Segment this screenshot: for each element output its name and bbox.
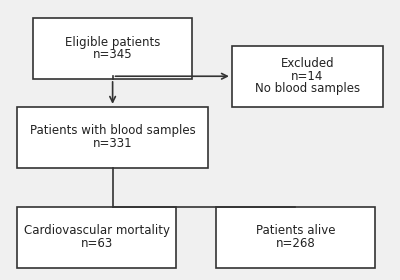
FancyBboxPatch shape [17, 107, 208, 168]
Text: Cardiovascular mortality: Cardiovascular mortality [24, 224, 170, 237]
Text: Patients with blood samples: Patients with blood samples [30, 125, 196, 137]
FancyBboxPatch shape [232, 46, 383, 107]
FancyBboxPatch shape [17, 207, 176, 267]
FancyBboxPatch shape [216, 207, 375, 267]
Text: No blood samples: No blood samples [255, 82, 360, 95]
Text: Patients alive: Patients alive [256, 224, 335, 237]
Text: n=345: n=345 [93, 48, 132, 61]
Text: n=14: n=14 [291, 70, 324, 83]
Text: n=63: n=63 [80, 237, 113, 250]
FancyBboxPatch shape [33, 18, 192, 79]
Text: n=268: n=268 [276, 237, 315, 250]
Text: Excluded: Excluded [280, 57, 334, 70]
Text: Eligible patients: Eligible patients [65, 36, 160, 49]
Text: n=331: n=331 [93, 137, 132, 150]
